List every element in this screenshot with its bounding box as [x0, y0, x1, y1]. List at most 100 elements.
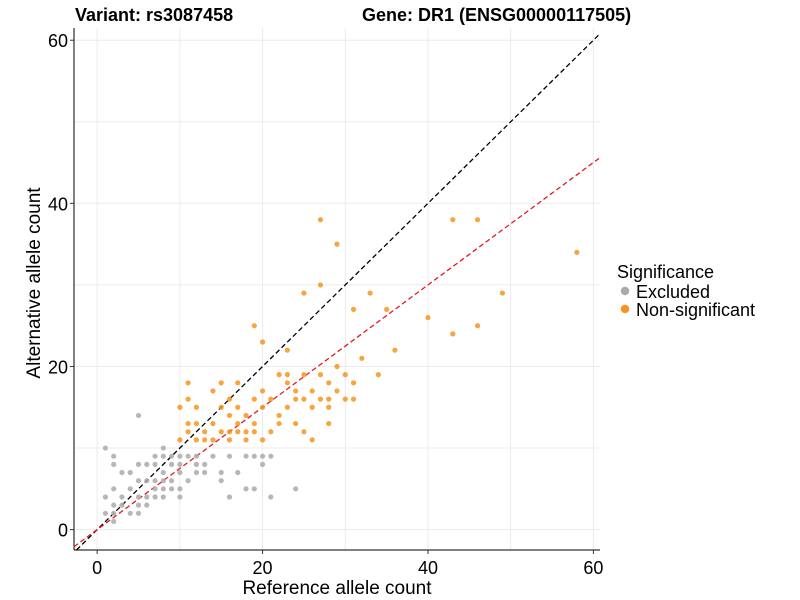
x-tick-label: 20	[253, 558, 273, 578]
data-point-excluded	[160, 445, 166, 451]
data-point-excluded	[119, 494, 125, 500]
data-point-non-significant	[350, 306, 357, 312]
data-point-non-significant	[301, 429, 307, 435]
data-point-non-significant	[226, 396, 233, 402]
data-point-excluded	[160, 469, 166, 476]
data-point-non-significant	[235, 429, 241, 435]
data-point-excluded	[160, 494, 166, 500]
data-point-non-significant	[359, 355, 365, 361]
data-point-non-significant	[384, 306, 390, 312]
data-point-non-significant	[284, 380, 290, 386]
data-point-non-significant	[392, 347, 398, 353]
data-point-non-significant	[326, 420, 332, 427]
data-point-non-significant	[293, 420, 299, 427]
data-point-non-significant	[309, 437, 315, 443]
data-point-non-significant	[317, 372, 324, 378]
legend-title: Significance	[617, 262, 714, 282]
data-point-excluded	[259, 453, 266, 459]
data-point-non-significant	[235, 420, 241, 427]
data-point-excluded	[144, 502, 150, 508]
x-axis-ticks: 0 20 40 60	[92, 550, 603, 578]
data-point-non-significant	[193, 420, 200, 427]
data-point-excluded	[152, 461, 158, 467]
data-point-excluded	[111, 461, 117, 467]
x-tick-label: 0	[92, 558, 102, 578]
data-point-non-significant	[317, 396, 324, 402]
data-point-excluded	[152, 494, 158, 500]
data-point-excluded	[111, 453, 117, 459]
data-point-excluded	[102, 445, 109, 451]
data-point-non-significant	[334, 363, 340, 370]
x-tick-label: 40	[418, 558, 438, 578]
data-point-excluded	[235, 469, 241, 476]
data-point-non-significant	[235, 404, 241, 410]
data-point-non-significant	[243, 437, 249, 443]
data-point-excluded	[152, 478, 158, 484]
data-point-non-significant	[425, 314, 431, 321]
data-point-excluded	[185, 478, 191, 484]
legend: Significance Excluded Non-significant	[617, 262, 755, 320]
data-point-non-significant	[210, 388, 216, 394]
data-point-non-significant	[185, 429, 191, 435]
data-point-non-significant	[450, 331, 456, 337]
data-point-non-significant	[251, 396, 257, 402]
legend-marker-non-significant	[620, 304, 630, 314]
data-point-non-significant	[259, 404, 266, 410]
data-point-non-significant	[326, 404, 332, 410]
data-point-non-significant	[342, 372, 348, 378]
data-point-non-significant	[334, 388, 340, 394]
data-point-non-significant	[317, 217, 324, 223]
data-point-non-significant	[367, 290, 373, 296]
legend-marker-excluded	[620, 286, 630, 296]
data-point-excluded	[135, 478, 142, 484]
data-point-excluded	[226, 453, 233, 459]
data-point-excluded	[251, 486, 257, 492]
data-point-excluded	[160, 453, 166, 459]
data-point-non-significant	[309, 404, 315, 410]
data-point-non-significant	[574, 249, 580, 255]
data-point-non-significant	[193, 404, 200, 410]
data-point-excluded	[119, 502, 125, 508]
data-point-non-significant	[293, 388, 299, 394]
data-point-excluded	[218, 469, 224, 476]
data-point-excluded	[144, 461, 150, 467]
data-point-non-significant	[259, 388, 266, 394]
data-point-excluded	[111, 502, 117, 508]
reference-line-expected-ratio	[73, 157, 601, 548]
data-point-excluded	[293, 486, 299, 492]
data-point-non-significant	[276, 372, 282, 378]
data-point-non-significant	[268, 396, 274, 402]
data-point-non-significant	[177, 437, 183, 443]
data-point-non-significant	[202, 437, 208, 443]
data-point-non-significant	[309, 388, 315, 394]
data-point-excluded	[160, 478, 166, 484]
data-point-non-significant	[284, 372, 290, 378]
data-point-excluded	[193, 453, 200, 459]
data-point-excluded	[135, 461, 142, 467]
data-point-non-significant	[284, 404, 290, 410]
data-point-non-significant	[185, 396, 191, 402]
data-point-excluded	[202, 461, 208, 467]
data-point-excluded	[259, 461, 266, 467]
data-point-non-significant	[251, 420, 257, 427]
data-point-non-significant	[326, 396, 332, 402]
y-axis-title: Alternative allele count	[24, 187, 45, 379]
data-point-non-significant	[235, 380, 241, 386]
data-point-excluded	[177, 486, 183, 492]
data-point-excluded	[218, 478, 224, 484]
data-point-non-significant	[259, 339, 266, 345]
data-point-excluded	[144, 478, 150, 484]
data-point-non-significant	[218, 404, 224, 410]
data-point-non-significant	[301, 290, 307, 296]
data-point-excluded	[251, 453, 257, 459]
data-point-non-significant	[350, 396, 357, 402]
data-point-non-significant	[474, 217, 481, 223]
data-point-excluded	[177, 453, 183, 459]
data-point-excluded	[168, 478, 175, 484]
data-point-non-significant	[226, 437, 233, 443]
reference-lines	[73, 33, 601, 551]
y-tick-label: 40	[48, 194, 68, 214]
reference-line-identity	[76, 33, 601, 551]
data-point-non-significant	[342, 396, 348, 402]
